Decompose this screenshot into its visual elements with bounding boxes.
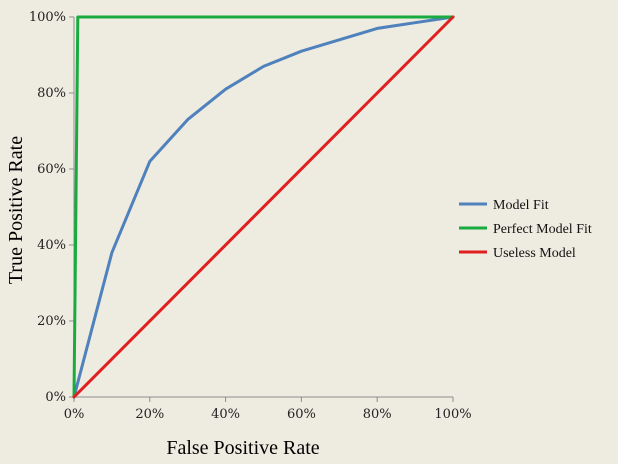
x-tick-label: 20%	[135, 407, 164, 422]
legend-label: Model Fit	[493, 198, 549, 213]
legend: Model Fit Perfect Model Fit Useless Model	[459, 198, 592, 261]
x-axis-title: False Positive Rate	[166, 437, 319, 459]
legend-label: Useless Model	[493, 246, 576, 261]
tick-labels: 0% 20% 40% 60% 80% 100% 0% 20% 40% 60% 80% 100%	[29, 10, 472, 422]
y-tick-label: 0%	[45, 390, 66, 405]
y-tick-label: 40%	[37, 238, 66, 253]
legend-label: Perfect Model Fit	[493, 222, 592, 237]
series-lines	[72, 15, 455, 399]
y-tick-label: 20%	[37, 314, 66, 329]
x-tick-label: 80%	[363, 407, 392, 422]
x-tick-label: 40%	[211, 407, 240, 422]
y-tick-label: 60%	[37, 162, 66, 177]
y-axis-title: True Positive Rate	[5, 136, 27, 284]
series-line-perfect-model-fit	[72, 15, 455, 399]
series-line-useless-model	[72, 15, 455, 399]
y-tick-label: 100%	[29, 10, 66, 25]
x-tick-label: 0%	[64, 407, 85, 422]
x-tick-label: 100%	[434, 407, 471, 422]
x-tick-label: 60%	[287, 407, 316, 422]
series-line-model-fit	[72, 15, 455, 399]
y-tick-label: 80%	[37, 86, 66, 101]
